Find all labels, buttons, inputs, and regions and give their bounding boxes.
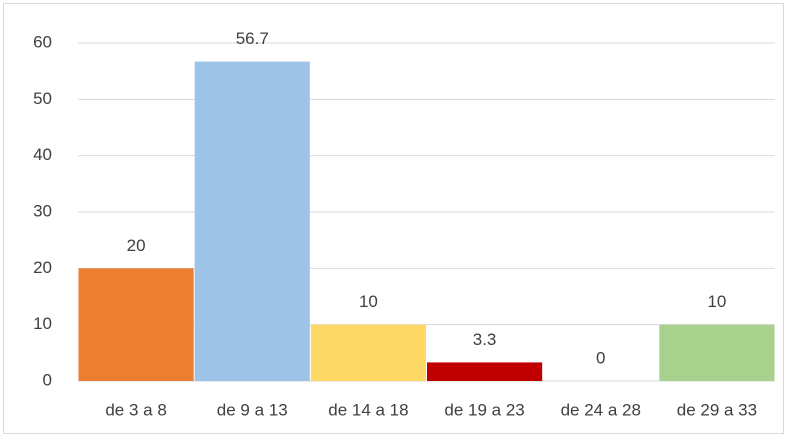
x-tick-label: de 24 a 28 bbox=[561, 400, 641, 419]
x-tick-label: de 3 a 8 bbox=[105, 400, 166, 419]
y-tick-label: 30 bbox=[33, 201, 52, 220]
x-tick-label: de 14 a 18 bbox=[328, 400, 408, 419]
y-tick-label: 50 bbox=[33, 89, 52, 108]
data-label: 3.3 bbox=[473, 330, 497, 349]
data-label: 20 bbox=[127, 236, 146, 255]
bar bbox=[194, 61, 310, 382]
bar bbox=[659, 324, 775, 381]
bar bbox=[78, 268, 194, 381]
data-label: 0 bbox=[596, 348, 605, 367]
y-tick-label: 40 bbox=[33, 145, 52, 164]
bar bbox=[310, 324, 426, 381]
x-tick-label: de 9 a 13 bbox=[217, 400, 288, 419]
bar bbox=[427, 362, 543, 381]
y-tick-label: 20 bbox=[33, 258, 52, 277]
data-label: 10 bbox=[707, 292, 726, 311]
data-label: 10 bbox=[359, 292, 378, 311]
x-tick-label: de 19 a 23 bbox=[444, 400, 524, 419]
y-tick-label: 10 bbox=[33, 314, 52, 333]
x-tick-label: de 29 a 33 bbox=[677, 400, 757, 419]
data-label: 56.7 bbox=[236, 29, 269, 48]
y-tick-label: 0 bbox=[43, 370, 52, 389]
y-tick-label: 60 bbox=[33, 32, 52, 51]
